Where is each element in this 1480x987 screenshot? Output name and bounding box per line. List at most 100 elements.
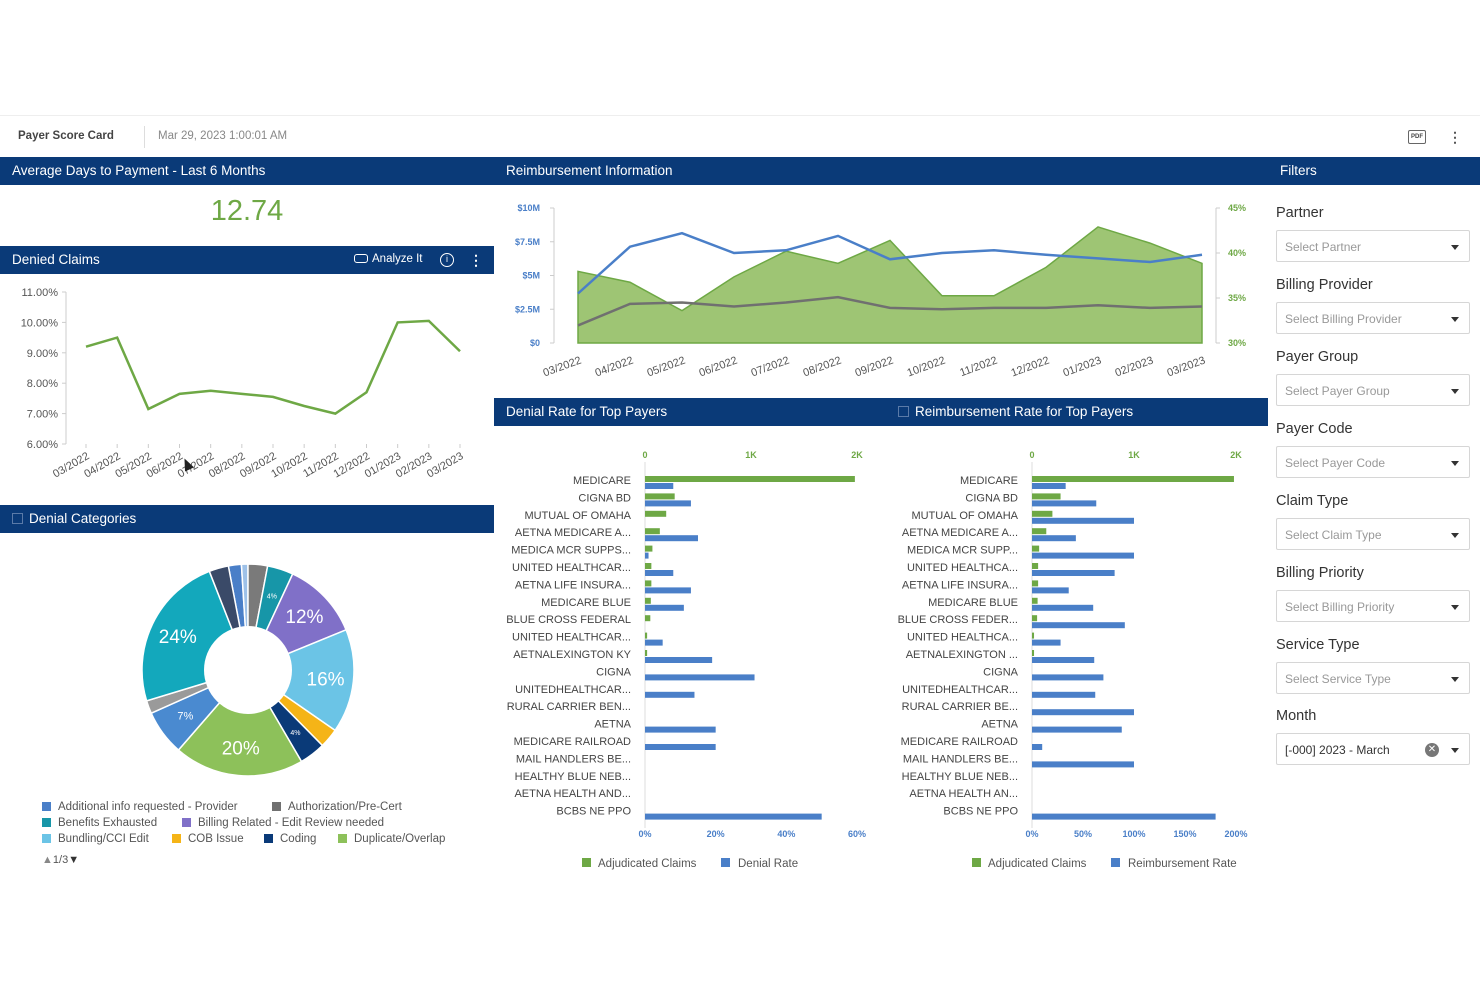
denial-rate-title: Denial Rate for Top Payers (506, 404, 668, 419)
legend-swatch (42, 834, 51, 843)
pie-slice-label: 16% (307, 669, 345, 690)
y-tick-label: 9.00% (27, 348, 58, 360)
left-tick-label: $0 (530, 338, 540, 348)
bar-rate (1032, 587, 1069, 594)
chevron-down-icon[interactable] (1451, 245, 1459, 250)
pager-down-icon[interactable]: ▼ (68, 854, 80, 866)
bar-legend: Adjudicated Claims Reimbursement Rate (972, 858, 1237, 870)
bar-rate (1032, 639, 1061, 646)
chevron-down-icon[interactable] (1451, 389, 1459, 394)
reimbursement-info-chart: $0 $2.5M $5M $7.5M $10M 30% 35% 40% 45% 03/2022 04… (515, 203, 1246, 380)
bottom-tick-label: 60% (848, 829, 866, 839)
filter-label-0: Partner (1276, 205, 1324, 221)
bar-rate (645, 570, 674, 576)
legend-item[interactable]: COB Issue (172, 833, 244, 845)
denied-claims-header: Denied Claims (0, 246, 494, 274)
bar-category-label: CIGNA (983, 666, 1019, 678)
bar-category-label: BLUE CROSS FEDERAL (506, 614, 631, 626)
more-options-icon[interactable]: ⋮ (1448, 129, 1462, 145)
info-icon[interactable]: i (440, 253, 454, 267)
bottom-tick-label: 0% (1025, 829, 1038, 839)
bar-adjudicated (1032, 510, 1053, 517)
pager-text: 1/3 (52, 854, 69, 866)
pie-slice-label: 24% (159, 627, 197, 648)
legend-pager[interactable]: ▲1/3▼ (42, 854, 79, 866)
clear-icon[interactable]: ✕ (1425, 743, 1439, 757)
filter-select-1[interactable]: Select Billing Provider (1276, 302, 1470, 334)
pdf-icon[interactable]: PDF (1408, 130, 1426, 144)
bar-rate (645, 674, 755, 681)
bar-rate (645, 744, 716, 750)
bar-category-label: MUTUAL OF OMAHA (911, 510, 1018, 522)
bar-adjudicated (645, 597, 651, 604)
legend-item[interactable]: Benefits Exhausted (42, 817, 157, 829)
bar-adjudicated (1032, 563, 1039, 569)
bar-category-label: MAIL HANDLERS BE... (516, 753, 631, 765)
analyze-it-label: Analyze It (372, 253, 423, 265)
filter-select-6[interactable]: Select Service Type (1276, 662, 1470, 694)
filter-select-0[interactable]: Select Partner (1276, 230, 1470, 262)
legend-swatch (1111, 858, 1120, 867)
bar-adjudicated (1032, 580, 1039, 587)
pager-up-icon[interactable]: ▲ (42, 854, 53, 866)
filter-select-4[interactable]: Select Claim Type (1276, 518, 1470, 550)
legend-item[interactable]: Duplicate/Overlap (338, 833, 445, 845)
bar-category-label: UNITED HEALTHCAR... (512, 632, 631, 644)
denied-claims-more-icon[interactable]: ⋮ (469, 252, 483, 268)
bar-rate (1032, 500, 1097, 507)
x-tick-label: 09/2022 (854, 355, 895, 380)
filter-placeholder: Select Billing Priority (1285, 600, 1395, 614)
filter-label-5: Billing Priority (1276, 565, 1364, 581)
legend-item[interactable]: Additional info requested - Provider (42, 801, 238, 813)
legend-item[interactable]: Bundling/CCI Edit (42, 833, 149, 845)
page-title: Payer Score Card (18, 130, 114, 142)
legend-item[interactable]: Authorization/Pre-Cert (272, 801, 402, 813)
pie-slice (177, 668, 303, 777)
avg-days-title: Average Days to Payment - Last 6 Months (12, 163, 266, 178)
chevron-down-icon[interactable] (1451, 748, 1459, 753)
chevron-down-icon[interactable] (1451, 605, 1459, 610)
legend-item[interactable]: Billing Related - Edit Review needed (182, 817, 384, 829)
legend-label: Coding (280, 833, 317, 845)
reimb-expand-icon[interactable] (898, 406, 909, 417)
bar-adjudicated (645, 545, 653, 552)
expand-icon[interactable] (12, 513, 23, 524)
y-tick-label: 7.00% (27, 409, 58, 421)
bar-category-label: RURAL CARRIER BEN... (507, 701, 631, 713)
chevron-down-icon[interactable] (1451, 317, 1459, 322)
bar-category-label: AETNA HEALTH AND... (514, 788, 631, 800)
denial-categories-header: Denial Categories (0, 505, 494, 533)
bar-category-label: MEDICARE RAILROAD (514, 736, 631, 748)
legend-item[interactable]: Coding (264, 833, 316, 845)
chevron-down-icon[interactable] (1451, 461, 1459, 466)
bar-category-label: MEDICARE RAILROAD (901, 736, 1018, 748)
bar-category-label: MEDICARE BLUE (928, 597, 1018, 609)
bar-rate (645, 587, 691, 594)
bar-category-label: MEDICA MCR SUPP... (907, 545, 1018, 557)
bottom-tick-label: 50% (1074, 829, 1092, 839)
legend-label: Adjudicated Claims (598, 858, 697, 870)
reimbursement-area (577, 226, 1203, 344)
bar-rate (1032, 674, 1104, 681)
filter-select-5[interactable]: Select Billing Priority (1276, 590, 1470, 622)
bar-category-label: UNITED HEALTHCA... (907, 562, 1018, 574)
chevron-down-icon[interactable] (1451, 533, 1459, 538)
top-tick-label: 2K (1230, 450, 1242, 460)
legend-swatch (272, 802, 281, 811)
bar-rate (645, 483, 674, 489)
pie-hole (204, 626, 292, 714)
bar-rate (645, 639, 663, 646)
bar-rate (1032, 813, 1216, 820)
x-tick-label: 03/2023 (425, 450, 465, 480)
denial-categories-title: Denial Categories (29, 511, 137, 526)
analyze-it-button[interactable]: Analyze It (354, 253, 423, 265)
month-select[interactable]: [-000] 2023 - March ✕ (1276, 733, 1470, 765)
bar-adjudicated (645, 615, 651, 622)
top-payers-header: Denial Rate for Top Payers (494, 398, 1268, 426)
chevron-down-icon[interactable] (1451, 677, 1459, 682)
legend-swatch (42, 802, 51, 811)
reimbursement-gray-line (577, 295, 1203, 327)
filter-select-3[interactable]: Select Payer Code (1276, 446, 1470, 478)
filter-select-2[interactable]: Select Payer Group (1276, 374, 1470, 406)
x-tick-label: 07/2022 (750, 355, 791, 380)
